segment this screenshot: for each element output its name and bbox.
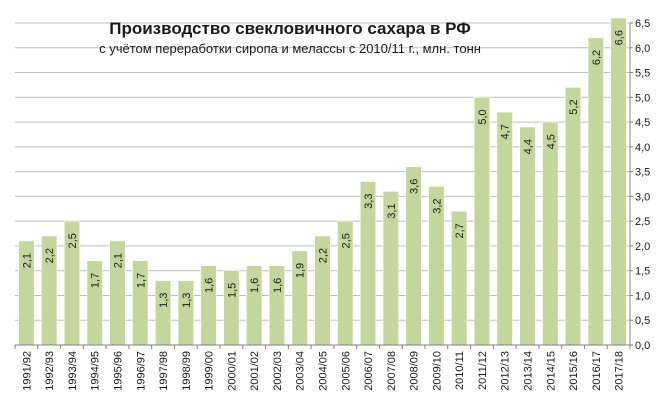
x-tick-label: 2005/06 — [340, 351, 352, 391]
bar — [268, 265, 285, 346]
bar — [542, 121, 559, 346]
bar — [496, 111, 513, 346]
bar — [610, 17, 627, 346]
x-tick-label: 2000/01 — [226, 351, 238, 391]
data-label: 1,3 — [158, 293, 170, 308]
data-label: 1,9 — [295, 263, 307, 278]
x-tick-label: 2015/16 — [568, 351, 580, 391]
x-tick-label: 2003/04 — [295, 351, 307, 391]
bar — [587, 37, 604, 346]
data-label: 1,3 — [181, 293, 193, 308]
data-label: 4,7 — [500, 124, 512, 139]
x-tick-label: 2013/14 — [523, 351, 535, 391]
y-tick-label: 6,5 — [635, 18, 650, 30]
data-label: 6,2 — [591, 50, 603, 65]
bars — [18, 17, 627, 346]
x-tick-label: 2006/07 — [363, 351, 375, 391]
bar — [473, 97, 490, 346]
x-tick-label: 2014/15 — [545, 351, 557, 391]
data-label: 1,6 — [272, 278, 284, 293]
data-labels: 2,1 2,2 2,5 1,7 2,1 1,7 1,3 1,3 1,6 1,5 1,6 1,6 1,9 2… — [21, 30, 625, 308]
bar — [155, 280, 172, 346]
bar — [519, 126, 536, 346]
chart-subtitle: с учётом переработки сиропа и мелассы с … — [99, 41, 481, 56]
bar — [223, 270, 240, 346]
data-label: 2,1 — [21, 253, 33, 268]
y-tick-label: 2,5 — [635, 216, 650, 228]
x-tick-label: 2007/08 — [386, 351, 398, 391]
data-label: 4,5 — [545, 134, 557, 149]
data-label: 4,4 — [523, 139, 535, 154]
y-tick-label: 3,0 — [635, 191, 650, 203]
y-tick-label: 5,5 — [635, 68, 650, 80]
y-tick-label: 0,0 — [635, 340, 650, 352]
x-tick-label: 1994/95 — [90, 351, 102, 391]
x-tick-label: 2001/02 — [249, 351, 261, 391]
x-tick-label: 2004/05 — [318, 351, 330, 391]
x-tick-label: 1997/98 — [158, 351, 170, 391]
x-tick-label: 1999/00 — [204, 351, 216, 391]
data-label: 2,5 — [340, 233, 352, 248]
data-label: 3,3 — [363, 194, 375, 209]
y-tick-label: 4,0 — [635, 142, 650, 154]
x-tick-label: 2012/13 — [500, 351, 512, 391]
y-tick-label: 2,0 — [635, 241, 650, 253]
data-label: 5,2 — [568, 99, 580, 114]
x-tick-label: 2010/11 — [454, 351, 466, 390]
y-tick-label: 1,0 — [635, 290, 650, 302]
y-tick-label: 3,5 — [635, 167, 650, 179]
data-label: 1,7 — [135, 273, 147, 288]
bar — [200, 265, 217, 346]
bar — [177, 280, 194, 346]
data-label: 2,1 — [113, 253, 125, 268]
chart-title: Производство свекловичного сахара в РФ — [109, 19, 471, 38]
y-tick-label: 4,5 — [635, 117, 650, 129]
data-label: 1,7 — [90, 273, 102, 288]
data-label: 2,2 — [44, 248, 56, 263]
data-label: 1,6 — [249, 278, 261, 293]
data-label: 3,1 — [386, 203, 398, 218]
x-tick-label: 2009/10 — [431, 351, 443, 391]
data-label: 1,6 — [204, 278, 216, 293]
x-tick-label: 2008/09 — [409, 351, 421, 391]
y-tick-label: 6,0 — [635, 43, 650, 55]
x-tick-label: 2016/17 — [591, 351, 603, 391]
x-tick-label: 1995/96 — [113, 351, 125, 391]
y-tick-label: 5,0 — [635, 92, 650, 104]
x-tick-label: 2002/03 — [272, 351, 284, 391]
x-tick-label: 1991/92 — [21, 351, 33, 391]
x-tick-label: 1993/94 — [67, 351, 79, 391]
x-tick-label: 2017/18 — [614, 351, 626, 391]
data-label: 5,0 — [477, 109, 489, 124]
data-label: 2,2 — [318, 248, 330, 263]
y-tick-label: 1,5 — [635, 266, 650, 278]
axes: 0,0 0,5 1,0 1,5 2,0 2,5 3,0 3,5 4,0 4,5 5,0 5,5 6,0 6… — [14, 18, 650, 391]
data-label: 3,6 — [409, 179, 421, 194]
x-tick-label: 2011/12 — [477, 351, 489, 390]
x-tick-label: 1998/99 — [181, 351, 193, 391]
data-label: 2,7 — [454, 223, 466, 238]
bar — [565, 87, 582, 346]
data-label: 6,6 — [614, 30, 626, 45]
y-tick-label: 0,5 — [635, 315, 650, 327]
data-label: 1,5 — [226, 283, 238, 298]
x-tick-label: 1992/93 — [44, 351, 56, 391]
data-label: 3,2 — [431, 198, 443, 213]
x-tick-label: 1996/97 — [135, 351, 147, 391]
data-label: 2,5 — [67, 233, 79, 248]
bar — [246, 265, 263, 346]
